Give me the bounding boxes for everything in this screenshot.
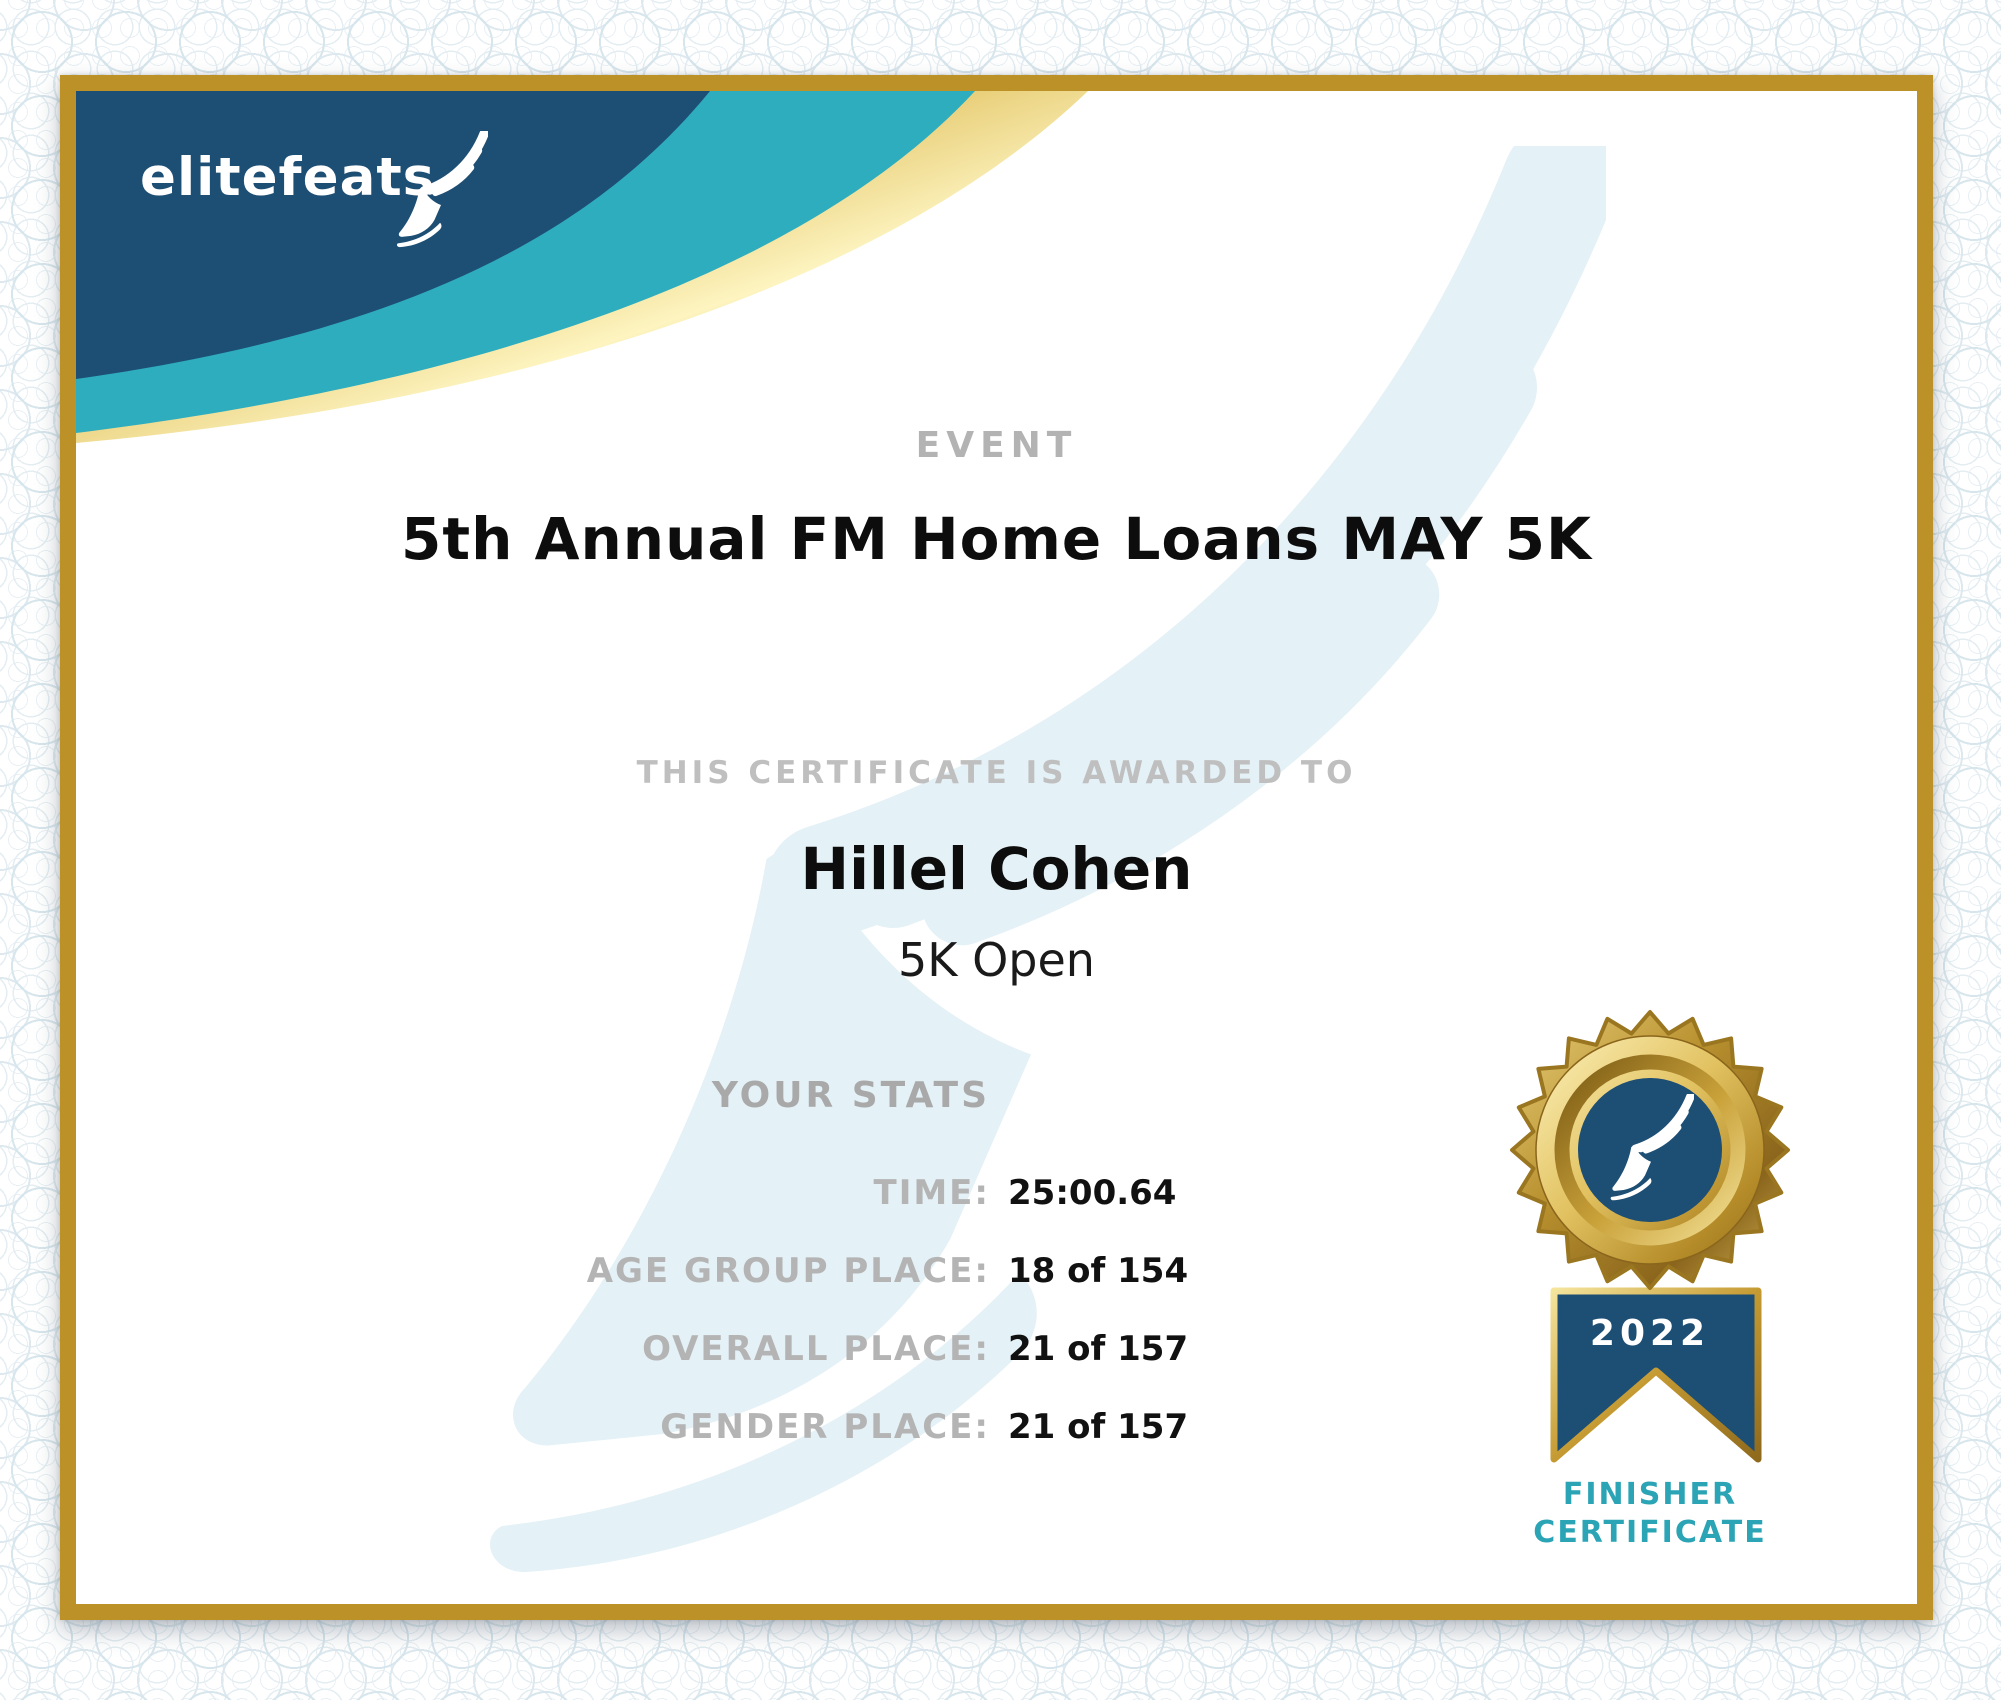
badge-caption-line1: FINISHER xyxy=(1562,1477,1738,1512)
stat-value: 18 of 154 xyxy=(1008,1251,1189,1291)
stat-label: OVERALL PLACE: xyxy=(642,1329,990,1369)
stat-value: 25:00.64 xyxy=(1008,1173,1177,1213)
race-division: 5K Open xyxy=(898,933,1095,987)
recipient-name: Hillel Cohen xyxy=(800,835,1193,903)
winged-foot-logo-icon xyxy=(394,131,488,249)
badge-year: 2022 xyxy=(1589,1313,1711,1354)
stat-value: 21 of 157 xyxy=(1008,1329,1189,1369)
event-title: 5th Annual FM Home Loans MAY 5K xyxy=(401,505,1592,573)
medal-ribbon xyxy=(1550,1287,1762,1463)
stat-label: TIME: xyxy=(873,1173,990,1213)
award-intro: THIS CERTIFICATE IS AWARDED TO xyxy=(636,755,1357,791)
medal-ring xyxy=(1554,1054,1746,1246)
badge-caption-line2: CERTIFICATE xyxy=(1533,1515,1767,1550)
header-curves xyxy=(76,91,1088,443)
stat-label: GENDER PLACE: xyxy=(660,1407,990,1447)
brand-logo-text: elitefeats xyxy=(140,147,436,208)
event-label: EVENT xyxy=(915,425,1078,466)
certificate: elitefeats EVENT 5th Annual FM Home Loan… xyxy=(60,75,1933,1620)
stat-value: 21 of 157 xyxy=(1008,1407,1189,1447)
stat-label: AGE GROUP PLACE: xyxy=(586,1251,990,1291)
stats-heading: YOUR STATS xyxy=(711,1075,990,1116)
finisher-medal-badge xyxy=(1510,1010,1790,1463)
navy-curve xyxy=(76,91,710,379)
